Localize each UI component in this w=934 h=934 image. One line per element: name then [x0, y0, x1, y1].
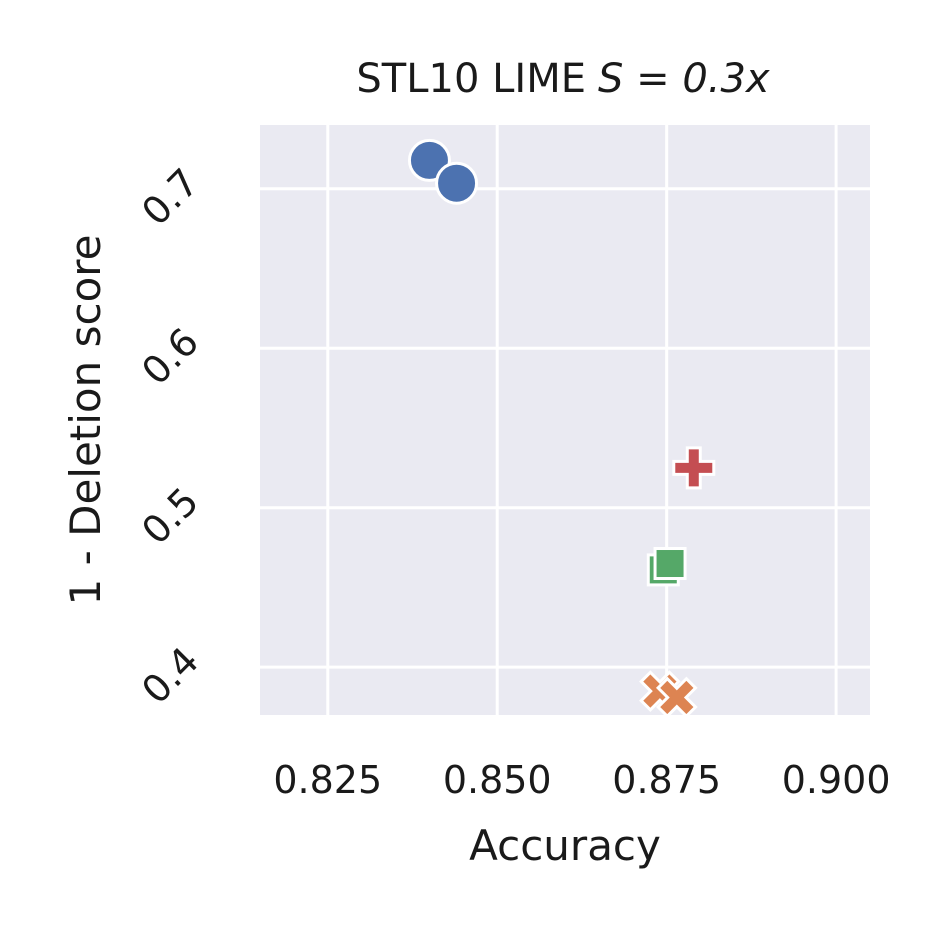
y-tick-label-1: 0.5: [133, 479, 207, 553]
x-tick-label-1: 0.850: [443, 758, 552, 802]
x-tick-label-3: 0.900: [782, 758, 891, 802]
grid-lines: [260, 125, 870, 715]
plus-point-3-0: [672, 446, 716, 490]
square-point-2-1: [653, 547, 687, 581]
circle-point-0-1: [435, 161, 479, 205]
x-point-1-1: [655, 676, 698, 719]
y-axis-label: 1 - Deletion score: [61, 235, 110, 606]
y-tick-label-0: 0.4: [133, 638, 207, 712]
y-tick-label-2: 0.6: [133, 320, 207, 394]
x-axis-label: Accuracy: [469, 821, 661, 870]
x-tick-label-0: 0.825: [273, 758, 382, 802]
x-tick-label-2: 0.875: [612, 758, 721, 802]
y-tick-label-3: 0.7: [133, 160, 207, 234]
chart-title: STL10 LIME S = 0.3x: [356, 56, 770, 102]
plot-background: [260, 125, 870, 715]
x-tick-labels: 0.825 0.850 0.875 0.900: [273, 758, 890, 802]
data-points: [407, 138, 716, 719]
chart-title-text: STL10 LIME: [356, 56, 586, 102]
y-tick-labels: 0.4 0.5 0.6 0.7: [133, 160, 207, 712]
chart-title-formula: S = 0.3x: [598, 56, 770, 102]
